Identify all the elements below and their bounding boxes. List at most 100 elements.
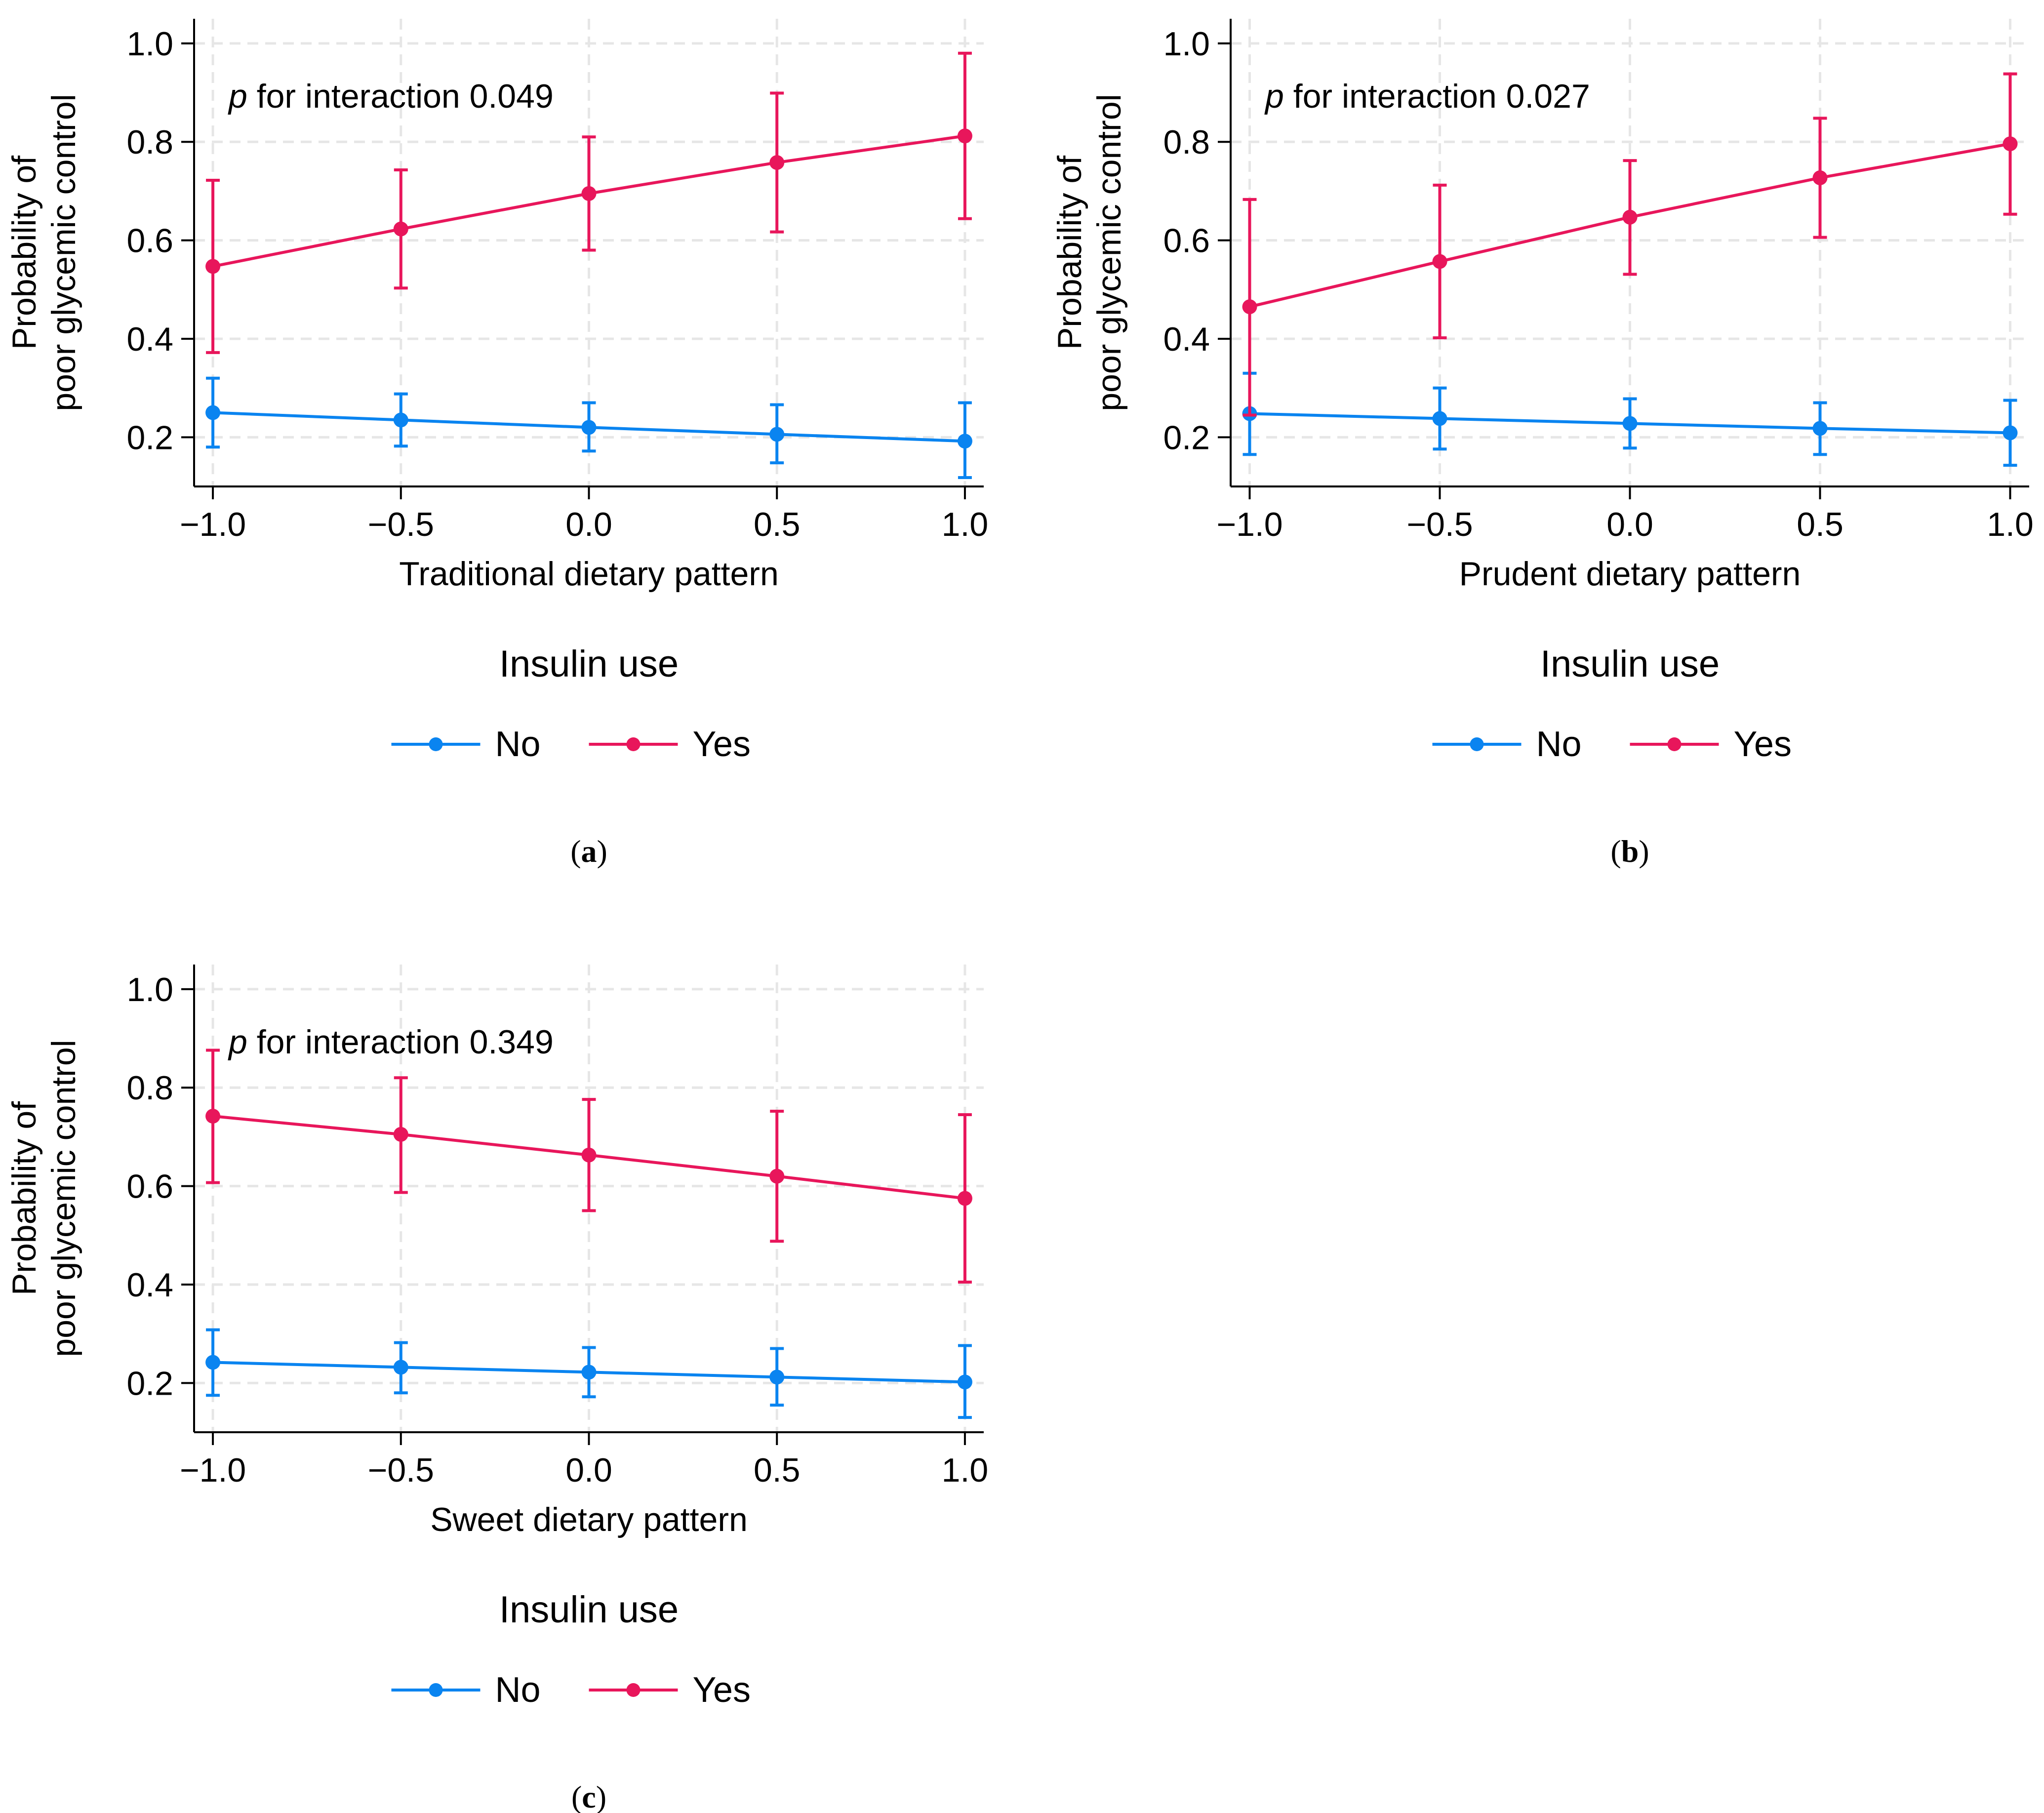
data-point-no: [957, 434, 972, 449]
data-point-yes: [581, 1147, 597, 1163]
y-axis-label-line2: poor glycemic control: [45, 94, 82, 411]
legend-title: Insulin use: [1540, 643, 1720, 685]
x-tick-label: 1.0: [1987, 506, 2034, 543]
data-point-no: [1812, 421, 1828, 436]
y-axis-label-line2: poor glycemic control: [1090, 94, 1128, 411]
panel-label-letter: b: [1621, 834, 1639, 869]
data-point-no: [957, 1374, 972, 1390]
data-point-yes: [1242, 299, 1257, 315]
p-symbol: p: [228, 78, 247, 115]
y-tick-label: 0.6: [126, 1168, 173, 1206]
panel-label: (c): [571, 1779, 606, 1813]
x-axis-label: Traditional dietary pattern: [399, 555, 779, 593]
panel-label-paren-open: (: [570, 834, 581, 869]
panel-label-letter: c: [582, 1779, 596, 1813]
data-point-no: [1622, 416, 1638, 431]
y-tick-label: 0.4: [1163, 321, 1210, 358]
legend-label-no: No: [1536, 725, 1582, 764]
legend-label-no: No: [495, 725, 541, 764]
x-tick-label: 1.0: [942, 1451, 989, 1489]
interaction-annotation: p for interaction 0.349: [228, 1023, 554, 1061]
y-tick-label: 0.8: [126, 1069, 173, 1107]
x-tick-label: −0.5: [368, 1451, 434, 1489]
panel-label-paren-close: ): [596, 1779, 606, 1813]
x-tick-label: 0.5: [1797, 506, 1844, 543]
y-tick-label: 1.0: [126, 25, 173, 63]
x-tick-label: −0.5: [368, 506, 434, 543]
chart-panel-c: 0.2 0.4 0.6 0.8 1.0 −1.0 −0.5 0.0 0.5 1.0 Probabil…: [5, 965, 988, 1813]
y-axis-label-line2: poor glycemic control: [45, 1040, 82, 1357]
annotation-text: for interaction 0.349: [247, 1023, 554, 1061]
y-tick-label: 1.0: [126, 971, 173, 1008]
legend-marker-yes: [626, 1683, 641, 1697]
data-point-yes: [957, 1191, 972, 1206]
x-axis-label: Sweet dietary pattern: [430, 1501, 748, 1538]
legend-marker-yes: [1667, 737, 1682, 751]
legend-marker-no: [429, 737, 443, 751]
data-point-no: [769, 427, 785, 442]
legend-label-yes: Yes: [693, 725, 751, 764]
data-point-yes: [1432, 254, 1447, 269]
y-axis-label-line1: Probability of: [5, 1101, 43, 1295]
chart-panel-b: 0.2 0.4 0.6 0.8 1.0 −1.0 −0.5 0.0 0.5 1.0 Probabil…: [1051, 19, 2034, 869]
x-tick-label: 0.0: [565, 1451, 612, 1489]
y-tick-label: 0.2: [126, 419, 173, 456]
y-tick-label: 1.0: [1163, 25, 1210, 63]
x-tick-label: −1.0: [180, 1451, 246, 1489]
annotation-text: for interaction 0.027: [1284, 78, 1590, 115]
y-tick-label: 0.6: [126, 222, 173, 260]
x-tick-label: 0.0: [565, 506, 612, 543]
legend-marker-yes: [626, 737, 641, 751]
legend-title: Insulin use: [499, 1589, 679, 1631]
y-tick-label: 0.4: [126, 321, 173, 358]
data-point-yes: [769, 1168, 785, 1184]
x-tick-label: 1.0: [942, 506, 989, 543]
legend-title: Insulin use: [499, 643, 679, 685]
y-tick-label: 0.8: [1163, 123, 1210, 161]
data-point-yes: [205, 1109, 221, 1124]
y-tick-label: 0.8: [126, 123, 173, 161]
data-point-no: [2003, 425, 2018, 441]
data-point-no: [393, 1360, 408, 1375]
data-point-yes: [205, 259, 221, 274]
panel-label-paren-close: ): [1639, 834, 1649, 869]
legend-marker-no: [429, 1683, 443, 1697]
panel-label: (b): [1610, 834, 1649, 869]
panel-label-paren-open: (: [571, 1779, 582, 1813]
annotation-text: for interaction 0.049: [247, 78, 554, 115]
panel-label: (a): [570, 834, 607, 869]
x-tick-label: 0.5: [754, 506, 801, 543]
data-point-no: [393, 412, 408, 428]
legend-label-no: No: [495, 1670, 541, 1710]
y-tick-label: 0.2: [126, 1365, 173, 1402]
data-point-no: [205, 1355, 221, 1370]
legend-label-yes: Yes: [693, 1670, 751, 1710]
panel-label-letter: a: [581, 834, 597, 869]
y-tick-label: 0.6: [1163, 222, 1210, 260]
y-axis-label-line1: Probability of: [1051, 156, 1088, 350]
p-symbol: p: [1264, 78, 1284, 115]
p-symbol: p: [228, 1023, 247, 1061]
data-point-yes: [393, 221, 408, 237]
data-point-yes: [393, 1127, 408, 1142]
y-tick-label: 0.4: [126, 1266, 173, 1304]
panel-label-paren-close: ): [597, 834, 607, 869]
interaction-annotation: p for interaction 0.049: [228, 78, 554, 115]
data-point-yes: [1812, 170, 1828, 185]
data-point-no: [1432, 411, 1447, 426]
legend-label-yes: Yes: [1734, 725, 1792, 764]
data-point-no: [581, 1365, 597, 1380]
x-tick-label: −1.0: [180, 506, 246, 543]
x-tick-label: −1.0: [1216, 506, 1283, 543]
data-point-yes: [957, 128, 972, 144]
x-tick-label: 0.0: [1606, 506, 1653, 543]
data-point-no: [581, 420, 597, 435]
data-point-yes: [769, 155, 785, 170]
x-tick-label: −0.5: [1406, 506, 1473, 543]
interaction-annotation: p for interaction 0.027: [1264, 78, 1590, 115]
x-tick-label: 0.5: [754, 1451, 801, 1489]
data-point-yes: [2003, 136, 2018, 152]
data-point-yes: [581, 186, 597, 201]
x-axis-label: Prudent dietary pattern: [1459, 555, 1801, 593]
